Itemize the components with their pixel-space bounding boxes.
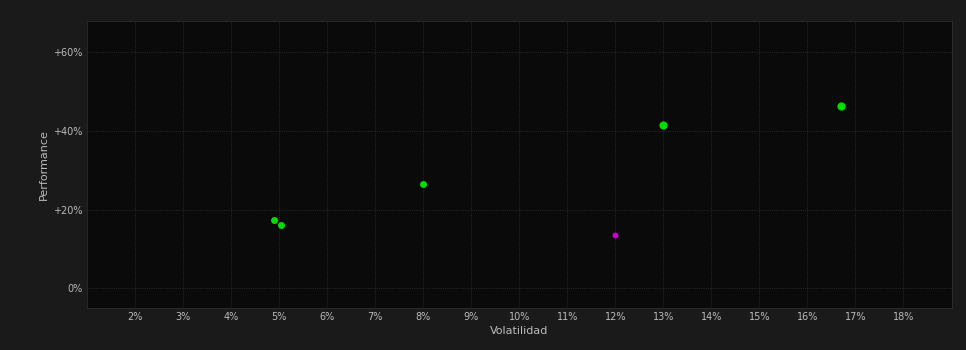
- X-axis label: Volatilidad: Volatilidad: [490, 326, 549, 336]
- Point: [267, 217, 282, 222]
- Point: [834, 103, 849, 108]
- Point: [656, 122, 671, 128]
- Y-axis label: Performance: Performance: [39, 129, 49, 200]
- Point: [273, 222, 289, 228]
- Point: [415, 181, 431, 187]
- Point: [608, 232, 623, 238]
